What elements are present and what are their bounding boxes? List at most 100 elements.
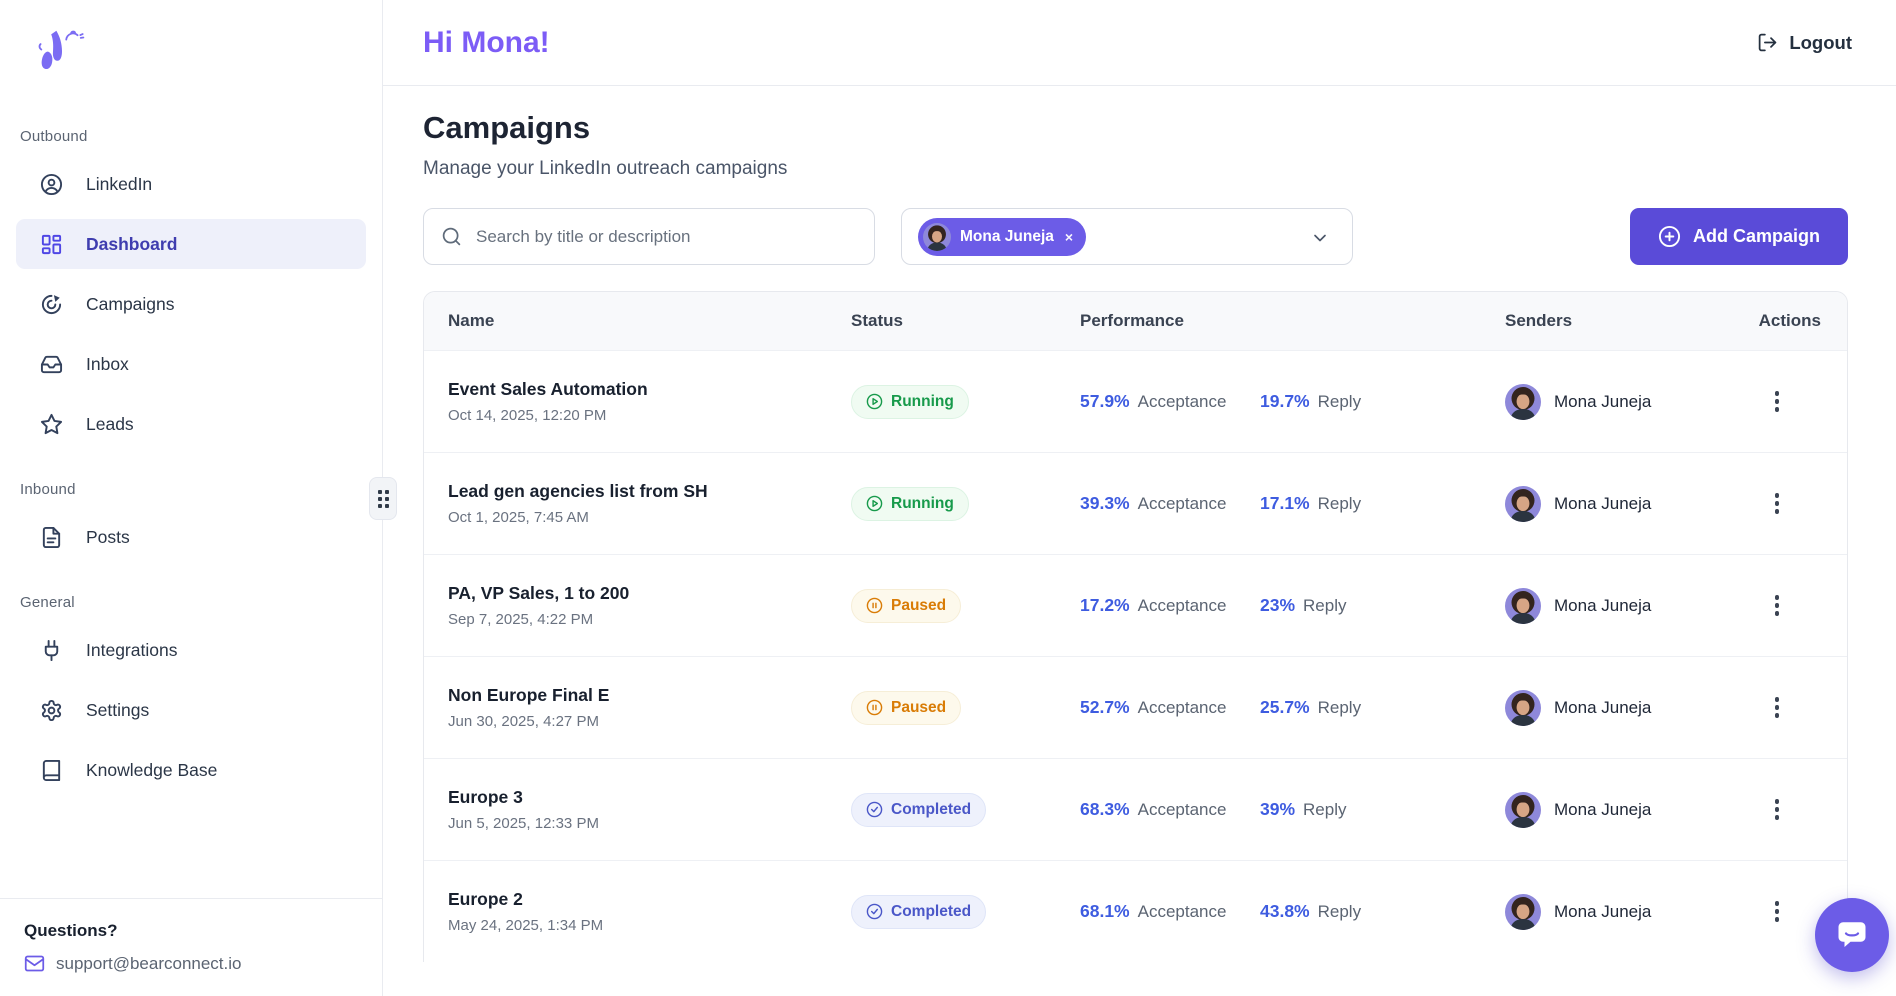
greeting-title: Hi Mona! — [423, 25, 550, 59]
reply-label: Reply — [1317, 698, 1362, 717]
acceptance-value: 68.3% — [1080, 799, 1130, 819]
sidebar-item-inbox[interactable]: Inbox — [16, 339, 366, 389]
table-row[interactable]: Event Sales Automation Oct 14, 2025, 12:… — [424, 350, 1847, 452]
sidebar-nav: Outbound LinkedIn Dashboard Campaigns In… — [0, 86, 382, 898]
sidebar-item-label: Inbox — [86, 353, 129, 374]
campaign-name[interactable]: Europe 3 — [448, 787, 523, 807]
avatar — [1505, 894, 1541, 930]
status-label: Completed — [891, 800, 972, 818]
row-actions-menu-button[interactable] — [1769, 895, 1786, 928]
reply-metric: 39% Reply — [1260, 799, 1505, 820]
questions-label: Questions? — [24, 921, 118, 940]
row-actions-menu-button[interactable] — [1769, 691, 1786, 724]
table-body: Event Sales Automation Oct 14, 2025, 12:… — [424, 350, 1847, 962]
row-actions-menu-button[interactable] — [1769, 589, 1786, 622]
row-actions-menu-button[interactable] — [1769, 385, 1786, 418]
star-icon — [40, 412, 64, 436]
campaign-date: Jun 5, 2025, 12:33 PM — [448, 815, 599, 832]
sender-name: Mona Juneja — [1554, 595, 1652, 615]
sender-chip[interactable]: Mona Juneja × — [918, 217, 1087, 256]
sidebar-item-dashboard[interactable]: Dashboard — [16, 219, 366, 269]
acceptance-metric: 57.9% Acceptance — [1080, 391, 1260, 412]
avatar — [1505, 384, 1541, 420]
sender-cell: Mona Juneja — [1505, 588, 1757, 624]
user-circle-icon — [40, 172, 64, 196]
status-badge: Completed — [851, 894, 987, 929]
sender-filter-select[interactable]: Mona Juneja × — [901, 208, 1353, 265]
sidebar-item-label: Posts — [86, 526, 130, 547]
campaign-name[interactable]: Europe 2 — [448, 889, 523, 909]
campaign-name[interactable]: PA, VP Sales, 1 to 200 — [448, 583, 630, 603]
add-campaign-button[interactable]: Add Campaign — [1629, 208, 1848, 265]
sender-cell: Mona Juneja — [1505, 690, 1757, 726]
support-email-link[interactable]: support@bearconnect.io — [24, 953, 358, 974]
row-actions-menu-button[interactable] — [1769, 487, 1786, 520]
grip-dots-icon — [377, 489, 389, 508]
table-row[interactable]: PA, VP Sales, 1 to 200 Sep 7, 2025, 4:22… — [424, 554, 1847, 656]
chip-remove-icon[interactable]: × — [1064, 228, 1074, 245]
search-input[interactable] — [423, 208, 875, 265]
acceptance-value: 17.2% — [1080, 595, 1130, 615]
reply-value: 39% — [1260, 799, 1296, 819]
name-cell: Lead gen agencies list from SH Oct 1, 20… — [448, 481, 851, 526]
chat-bubble-icon — [1838, 922, 1866, 947]
reply-metric: 19.7% Reply — [1260, 391, 1505, 412]
sidebar-item-label: Campaigns — [86, 293, 175, 314]
reply-metric: 23% Reply — [1260, 595, 1505, 616]
campaign-date: Jun 30, 2025, 4:27 PM — [448, 713, 599, 730]
acceptance-value: 68.1% — [1080, 901, 1130, 921]
app-logo[interactable] — [0, 0, 382, 86]
campaign-name[interactable]: Lead gen agencies list from SH — [448, 481, 708, 501]
sender-cell: Mona Juneja — [1505, 894, 1757, 930]
logout-label: Logout — [1789, 31, 1852, 53]
sidebar-item-knowledge-base[interactable]: Knowledge Base — [16, 745, 366, 795]
check-circle-icon — [866, 801, 883, 818]
performance-cell: 68.3% Acceptance 39% Reply — [1080, 799, 1505, 820]
avatar — [1505, 690, 1541, 726]
sidebar-item-campaigns[interactable]: Campaigns — [16, 279, 366, 329]
sidebar-item-label: Integrations — [86, 639, 178, 660]
sidebar-item-integrations[interactable]: Integrations — [16, 625, 366, 675]
campaigns-table: Name Status Performance Senders Actions … — [423, 291, 1848, 962]
row-actions-menu-button[interactable] — [1769, 793, 1786, 826]
sidebar-item-leads[interactable]: Leads — [16, 399, 366, 449]
table-row[interactable]: Europe 3 Jun 5, 2025, 12:33 PM Completed… — [424, 758, 1847, 860]
acceptance-metric: 52.7% Acceptance — [1080, 697, 1260, 718]
sidebar-item-label: Dashboard — [86, 233, 178, 254]
table-row[interactable]: Lead gen agencies list from SH Oct 1, 20… — [424, 452, 1847, 554]
status-label: Running — [891, 392, 954, 410]
sidebar-item-linkedin[interactable]: LinkedIn — [16, 159, 366, 209]
table-row[interactable]: Europe 2 May 24, 2025, 1:34 PM Completed… — [424, 860, 1847, 962]
table-row[interactable]: Non Europe Final E Jun 30, 2025, 4:27 PM… — [424, 656, 1847, 758]
acceptance-value: 39.3% — [1080, 493, 1130, 513]
acceptance-metric: 68.3% Acceptance — [1080, 799, 1260, 820]
acceptance-label: Acceptance — [1137, 902, 1227, 921]
logout-icon — [1759, 33, 1777, 52]
controls-row: Mona Juneja × Add Campaign — [423, 208, 1848, 265]
sidebar-item-settings[interactable]: Settings — [16, 685, 366, 735]
inbox-icon — [40, 352, 64, 376]
performance-cell: 52.7% Acceptance 25.7% Reply — [1080, 697, 1505, 718]
column-header-senders: Senders — [1505, 311, 1573, 330]
status-cell: Paused — [851, 690, 1080, 725]
campaign-name[interactable]: Non Europe Final E — [448, 685, 610, 705]
campaign-name[interactable]: Event Sales Automation — [448, 379, 648, 399]
gear-icon — [40, 698, 64, 722]
performance-cell: 57.9% Acceptance 19.7% Reply — [1080, 391, 1505, 412]
bear-logo-icon — [38, 30, 85, 70]
section-label-general: General — [20, 594, 75, 611]
chat-launcher-button[interactable] — [1815, 898, 1889, 972]
logout-button[interactable]: Logout — [1757, 32, 1852, 54]
reply-value: 23% — [1260, 595, 1296, 615]
acceptance-value: 52.7% — [1080, 697, 1130, 717]
status-label: Paused — [891, 698, 947, 716]
acceptance-label: Acceptance — [1137, 596, 1227, 615]
page-title: Campaigns — [423, 110, 591, 145]
acceptance-label: Acceptance — [1137, 698, 1227, 717]
section-label-outbound: Outbound — [20, 128, 88, 145]
sender-name: Mona Juneja — [1554, 391, 1652, 411]
sidebar-resize-handle[interactable] — [369, 477, 397, 520]
search-box — [423, 208, 875, 265]
sidebar-item-posts[interactable]: Posts — [16, 512, 366, 562]
dashboard-icon — [40, 232, 64, 256]
